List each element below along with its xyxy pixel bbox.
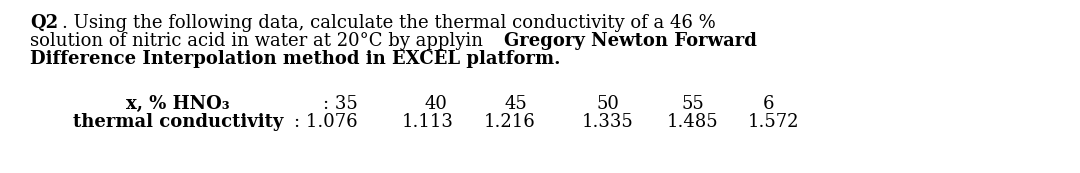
- Text: 1.113: 1.113: [402, 113, 454, 131]
- Text: . Using the following data, calculate the thermal conductivity of a 46 %: . Using the following data, calculate th…: [62, 14, 716, 32]
- Text: : 35: : 35: [323, 95, 357, 113]
- Text: 45: 45: [504, 95, 527, 113]
- Text: Gregory Newton Forward: Gregory Newton Forward: [504, 32, 757, 50]
- Text: solution of nitric acid in water at 20°C by applyin: solution of nitric acid in water at 20°C…: [30, 32, 489, 50]
- Text: thermal conductivity: thermal conductivity: [72, 113, 283, 131]
- Text: 55: 55: [681, 95, 704, 113]
- Text: 40: 40: [424, 95, 447, 113]
- Text: Difference Interpolation method in EXCEL platform.: Difference Interpolation method in EXCEL…: [30, 50, 561, 68]
- Text: 50: 50: [596, 95, 620, 113]
- Text: x, % HNO₃: x, % HNO₃: [126, 95, 230, 113]
- Text: 1.335: 1.335: [582, 113, 634, 131]
- Text: Q2: Q2: [30, 14, 58, 32]
- Text: 1.485: 1.485: [667, 113, 719, 131]
- Text: 1.216: 1.216: [484, 113, 536, 131]
- Text: 6: 6: [762, 95, 773, 113]
- Text: 1.572: 1.572: [747, 113, 799, 131]
- Text: : 1.076: : 1.076: [295, 113, 357, 131]
